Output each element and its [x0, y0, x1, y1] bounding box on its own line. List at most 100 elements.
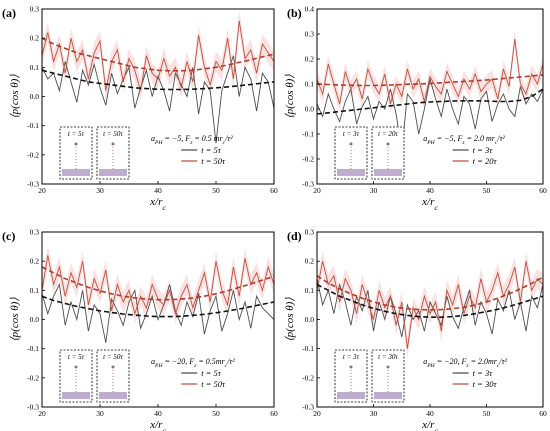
x-tick-label: 30	[370, 409, 378, 418]
legend-entry: t = 5τ	[201, 145, 222, 155]
series-line	[41, 283, 275, 343]
x-axis-label: x/rc	[421, 419, 438, 431]
fit-line	[41, 69, 275, 91]
y-tick-label: -0.1	[302, 344, 314, 353]
inset-particle	[386, 142, 390, 146]
legend-entry: t = 3τ	[473, 368, 494, 378]
legend-entry: t = 5τ	[201, 368, 222, 378]
x-tick-label: 40	[154, 409, 162, 418]
x-axis-label: x/rc	[149, 419, 166, 431]
fit-line	[41, 266, 275, 301]
y-tick-label: 0.2	[30, 34, 40, 43]
inset-particle	[74, 142, 78, 146]
inset-particle	[349, 142, 353, 146]
y-tick-label: -0.2	[302, 155, 314, 164]
inset-label: t = 50τ	[103, 130, 123, 138]
x-tick-label: 60	[539, 409, 547, 418]
inset-membrane	[99, 169, 127, 176]
panel-d: 20 30 40 50 60 -0.3 -0.2 -0.1 0.0 0.1 0.2 0.3 x/rc ⟨p…	[284, 228, 547, 431]
x-axis-label: x/rc	[421, 196, 438, 212]
y-tick-label: 0.0	[305, 105, 315, 114]
y-tick-label: 0.1	[305, 286, 315, 295]
inset-snapshot: t = 30τ	[371, 349, 405, 403]
x-tick-label: 50	[483, 186, 491, 195]
x-tick-label: 30	[96, 186, 104, 195]
y-tick-label: 0.3	[305, 228, 315, 237]
y-tick-label: 0.0	[30, 92, 40, 101]
inset-particle	[349, 365, 353, 369]
y-tick-label: -0.3	[302, 403, 314, 412]
y-tick-label: 0.1	[30, 286, 40, 295]
x-tick-label: 20	[313, 186, 321, 195]
y-tick-label: -0.3	[27, 180, 39, 189]
inset-particle	[111, 142, 115, 146]
x-tick-label: 40	[426, 409, 434, 418]
legend-entry: t = 50τ	[201, 156, 226, 166]
y-tick-label: 0.4	[305, 5, 315, 14]
error-band	[42, 245, 274, 324]
parameter-annotation: aPH = −5, Fz = 2.0 mrc/τ²	[423, 134, 505, 146]
panel-label: (d)	[287, 229, 302, 243]
y-tick-label: -0.3	[27, 403, 39, 412]
inset-snapshot: t = 5τ	[59, 126, 93, 180]
inset-snapshot: t = 5τ	[59, 349, 93, 403]
error-band	[317, 30, 543, 113]
legend-entry: t = 3τ	[473, 145, 494, 155]
series-line	[316, 38, 544, 105]
inset-particle	[74, 365, 78, 369]
panel-label: (b)	[287, 6, 302, 20]
x-tick-label: 30	[370, 186, 378, 195]
x-tick-label: 20	[38, 186, 46, 195]
inset-membrane	[62, 392, 90, 399]
panel-b: 20 30 40 50 60 -0.3 -0.2 -0.1 0.0 0.1 0.2 0.3 0.4 x/r…	[284, 5, 547, 212]
y-tick-label: 0.2	[305, 257, 315, 266]
series-line	[316, 261, 544, 349]
x-tick-label: 60	[270, 186, 278, 195]
y-tick-label: 0.0	[30, 315, 40, 324]
y-tick-label: 0.2	[30, 257, 40, 266]
y-tick-label: -0.2	[27, 150, 39, 159]
error-band	[42, 10, 274, 101]
fit-line	[316, 74, 544, 87]
y-tick-label: -0.1	[27, 121, 39, 130]
y-tick-label: 0.3	[30, 5, 40, 14]
fit-line	[316, 283, 544, 318]
x-tick-label: 50	[212, 409, 220, 418]
inset-snapshot: t = 50τ	[96, 349, 130, 403]
x-tick-label: 20	[313, 409, 321, 418]
inset-membrane	[99, 392, 127, 399]
inset-snapshot: t = 20τ	[371, 126, 405, 180]
y-tick-label: -0.3	[302, 180, 314, 189]
x-tick-label: 40	[154, 186, 162, 195]
x-tick-label: 50	[212, 186, 220, 195]
y-tick-label: -0.1	[27, 344, 39, 353]
inset-label: t = 5τ	[68, 353, 85, 361]
y-tick-label: 0.3	[305, 30, 315, 39]
parameter-annotation: aPH = −20, Fz = 2.0mrc/τ²	[423, 357, 507, 369]
inset-label: t = 50τ	[103, 353, 123, 361]
series-line	[41, 55, 275, 144]
y-tick-label: 0.0	[305, 315, 315, 324]
panel-a: 20 30 40 50 60 -0.3 -0.2 -0.1 0.0 0.1 0.2 0.3 x/rc ⟨p…	[9, 5, 278, 212]
inset-snapshot: t = 3τ	[334, 349, 368, 403]
x-axis-label: x/rc	[149, 196, 166, 212]
y-tick-label: -0.2	[302, 373, 314, 382]
x-tick-label: 40	[426, 186, 434, 195]
x-tick-label: 60	[539, 186, 547, 195]
inset-label: t = 20τ	[378, 130, 398, 138]
inset-label: t = 30τ	[378, 353, 398, 361]
inset-membrane	[337, 392, 365, 399]
fit-line	[41, 37, 275, 72]
panel-label: (a)	[2, 6, 16, 20]
inset-label: t = 3τ	[343, 130, 360, 138]
inset-membrane	[62, 169, 90, 176]
fit-line	[41, 295, 275, 318]
inset-snapshot: t = 50τ	[96, 126, 130, 180]
y-tick-label: -0.1	[302, 130, 314, 139]
series-line	[316, 78, 544, 152]
error-band	[317, 250, 543, 359]
x-tick-label: 20	[38, 409, 46, 418]
inset-membrane	[374, 169, 402, 176]
x-tick-label: 50	[483, 409, 491, 418]
